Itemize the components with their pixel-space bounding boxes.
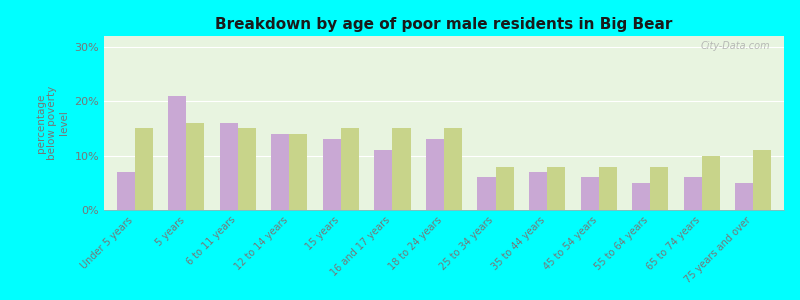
Bar — [374, 150, 393, 210]
Text: City-Data.com: City-Data.com — [701, 41, 770, 51]
Bar — [220, 123, 238, 210]
Bar — [323, 139, 341, 210]
Bar — [547, 167, 565, 210]
Bar — [426, 139, 444, 210]
Bar — [753, 150, 771, 210]
Bar — [478, 177, 495, 210]
Bar — [529, 172, 547, 210]
Bar — [341, 128, 359, 210]
Bar — [393, 128, 410, 210]
Y-axis label: percentage
below poverty
level: percentage below poverty level — [36, 86, 69, 160]
Bar — [702, 156, 720, 210]
Bar — [598, 167, 617, 210]
Bar — [683, 177, 702, 210]
Bar — [186, 123, 205, 210]
Bar — [650, 167, 668, 210]
Bar — [135, 128, 153, 210]
Title: Breakdown by age of poor male residents in Big Bear: Breakdown by age of poor male residents … — [215, 17, 673, 32]
Bar — [238, 128, 256, 210]
Bar — [632, 183, 650, 210]
Bar — [735, 183, 753, 210]
Bar — [168, 96, 186, 210]
Bar — [117, 172, 135, 210]
Bar — [495, 167, 514, 210]
Bar — [271, 134, 290, 210]
Bar — [290, 134, 307, 210]
Bar — [444, 128, 462, 210]
Bar — [581, 177, 598, 210]
